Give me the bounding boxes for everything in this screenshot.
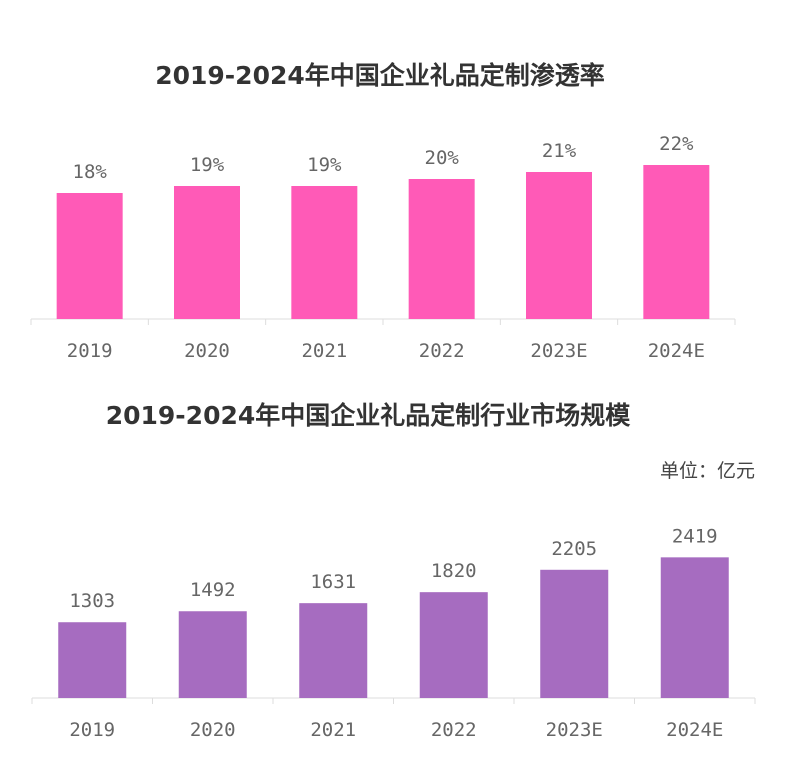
x-tick-label: 2019 [69, 719, 115, 741]
data-label: 1492 [190, 579, 236, 601]
chart-title-market-size: 2019-2024年中国企业礼品定制行业市场规模 [106, 401, 632, 430]
bar-2023E [540, 569, 609, 698]
bar-2021 [299, 603, 368, 698]
x-tick-label: 2021 [301, 340, 347, 362]
bar-2020 [174, 186, 240, 319]
data-label: 1631 [310, 571, 356, 593]
bar-2024E [660, 557, 729, 698]
market-size-chart: 1303 2019 1492 2020 1631 2021 1820 2022 2205 2023… [31, 525, 756, 741]
data-label: 2205 [551, 538, 597, 560]
bar-2023E [526, 172, 592, 319]
bar-2022 [408, 179, 475, 319]
bar-2024E [643, 165, 710, 319]
unit-label: 单位：亿元 [660, 460, 755, 482]
data-label: 18% [73, 161, 108, 183]
data-label: 1820 [431, 560, 477, 582]
x-tick-label: 2020 [190, 719, 236, 741]
data-label: 19% [307, 154, 342, 176]
x-tick-label: 2019 [67, 340, 113, 362]
chart-title-penetration: 2019-2024年中国企业礼品定制渗透率 [155, 61, 605, 90]
x-tick-label: 2022 [431, 719, 477, 741]
bar-2021 [291, 186, 358, 319]
x-tick-label: 2023E [530, 340, 587, 362]
x-tick-label: 2022 [419, 340, 465, 362]
penetration-chart: 18% 2019 19% 2020 19% 2021 20% 2022 21% 2023E 22% 2… [30, 133, 736, 362]
x-tick-label: 2024E [666, 719, 723, 741]
x-tick-label: 2021 [310, 719, 356, 741]
bar-2019 [56, 193, 123, 319]
data-label: 2419 [672, 525, 718, 547]
data-label: 1303 [69, 590, 115, 612]
bar-2022 [419, 592, 488, 698]
x-tick-label: 2024E [648, 340, 705, 362]
data-label: 22% [659, 133, 694, 155]
data-label: 19% [190, 154, 225, 176]
bar-2019 [58, 622, 127, 698]
x-tick-label: 2020 [184, 340, 230, 362]
bar-2020 [178, 611, 247, 698]
data-label: 21% [542, 140, 577, 162]
data-label: 20% [425, 147, 460, 169]
x-tick-label: 2023E [546, 719, 603, 741]
